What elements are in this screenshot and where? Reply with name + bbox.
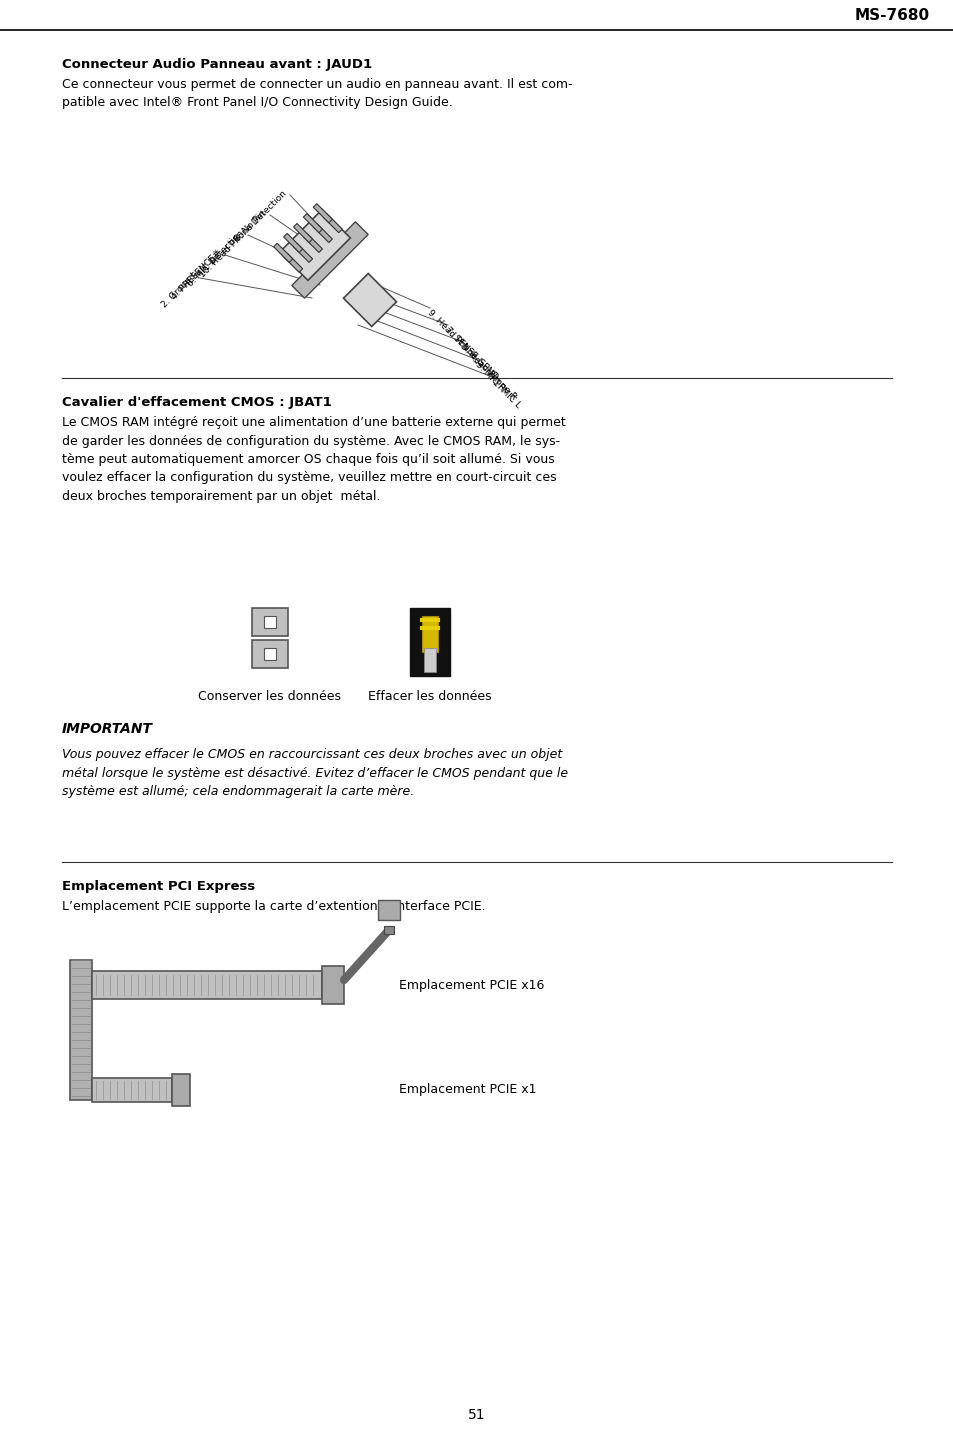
Text: 51: 51 bbox=[468, 1408, 485, 1422]
Text: 2. Ground: 2. Ground bbox=[160, 272, 198, 309]
Text: 6. MIC Detection: 6. MIC Detection bbox=[186, 229, 246, 288]
Polygon shape bbox=[279, 210, 350, 280]
Text: 10. Head Phone Detection: 10. Head Phone Detection bbox=[197, 189, 288, 279]
Bar bbox=[384, 926, 394, 934]
Text: IMPORTANT: IMPORTANT bbox=[62, 723, 152, 736]
Bar bbox=[91, 972, 322, 999]
Text: Cavalier d'effacement CMOS : JBAT1: Cavalier d'effacement CMOS : JBAT1 bbox=[62, 396, 332, 409]
Bar bbox=[264, 615, 275, 628]
Text: L’emplacement PCIE supporte la carte d’extention d’Interface PCIE.: L’emplacement PCIE supporte la carte d’e… bbox=[62, 900, 485, 913]
Bar bbox=[410, 608, 450, 675]
Text: 7. SENSE_SEND: 7. SENSE_SEND bbox=[443, 325, 499, 381]
Polygon shape bbox=[303, 233, 322, 252]
Bar bbox=[322, 966, 344, 1005]
Polygon shape bbox=[292, 222, 368, 298]
Bar bbox=[172, 1075, 190, 1106]
Text: Emplacement PCIE x16: Emplacement PCIE x16 bbox=[398, 979, 544, 992]
Bar bbox=[423, 648, 436, 673]
Bar bbox=[421, 615, 437, 653]
Bar bbox=[377, 900, 399, 920]
Text: 9. Head Phone L: 9. Head Phone L bbox=[425, 308, 484, 366]
Polygon shape bbox=[313, 223, 332, 243]
Bar bbox=[252, 640, 288, 668]
Polygon shape bbox=[343, 273, 396, 326]
Bar bbox=[91, 1078, 172, 1102]
Text: patible avec Intel® Front Panel I/O Connectivity Design Guide.: patible avec Intel® Front Panel I/O Conn… bbox=[62, 96, 453, 109]
Polygon shape bbox=[283, 253, 302, 272]
Bar bbox=[264, 648, 275, 660]
Text: 3. MIC R: 3. MIC R bbox=[473, 361, 506, 392]
Polygon shape bbox=[323, 213, 342, 233]
Text: 8. No Pin: 8. No Pin bbox=[233, 209, 268, 243]
Text: 1. MIC L: 1. MIC L bbox=[490, 378, 522, 409]
Polygon shape bbox=[303, 213, 322, 233]
Polygon shape bbox=[313, 203, 332, 223]
Polygon shape bbox=[294, 243, 313, 262]
Text: Emplacement PCIE x1: Emplacement PCIE x1 bbox=[398, 1083, 536, 1096]
Text: Vous pouvez effacer le CMOS en raccourcissant ces deux broches avec un objet
mét: Vous pouvez effacer le CMOS en raccourci… bbox=[62, 748, 568, 798]
Text: Effacer les données: Effacer les données bbox=[368, 690, 492, 703]
Polygon shape bbox=[274, 243, 293, 262]
Text: Conserver les données: Conserver les données bbox=[198, 690, 341, 703]
Text: Ce connecteur vous permet de connecter un audio en panneau avant. Il est com-: Ce connecteur vous permet de connecter u… bbox=[62, 79, 572, 92]
Polygon shape bbox=[283, 233, 302, 252]
Text: 5. Head Phone R: 5. Head Phone R bbox=[458, 342, 517, 402]
Bar bbox=[252, 608, 288, 635]
Polygon shape bbox=[294, 223, 313, 243]
Text: 4. PRESENCE#: 4. PRESENCE# bbox=[170, 249, 223, 302]
Text: Emplacement PCI Express: Emplacement PCI Express bbox=[62, 880, 255, 893]
Bar bbox=[70, 960, 91, 1100]
Text: MS-7680: MS-7680 bbox=[854, 9, 929, 23]
Text: Connecteur Audio Panneau avant : JAUD1: Connecteur Audio Panneau avant : JAUD1 bbox=[62, 59, 372, 72]
Text: Le CMOS RAM intégré reçoit une alimentation d’une batterie externe qui permet
de: Le CMOS RAM intégré reçoit une alimentat… bbox=[62, 416, 565, 504]
